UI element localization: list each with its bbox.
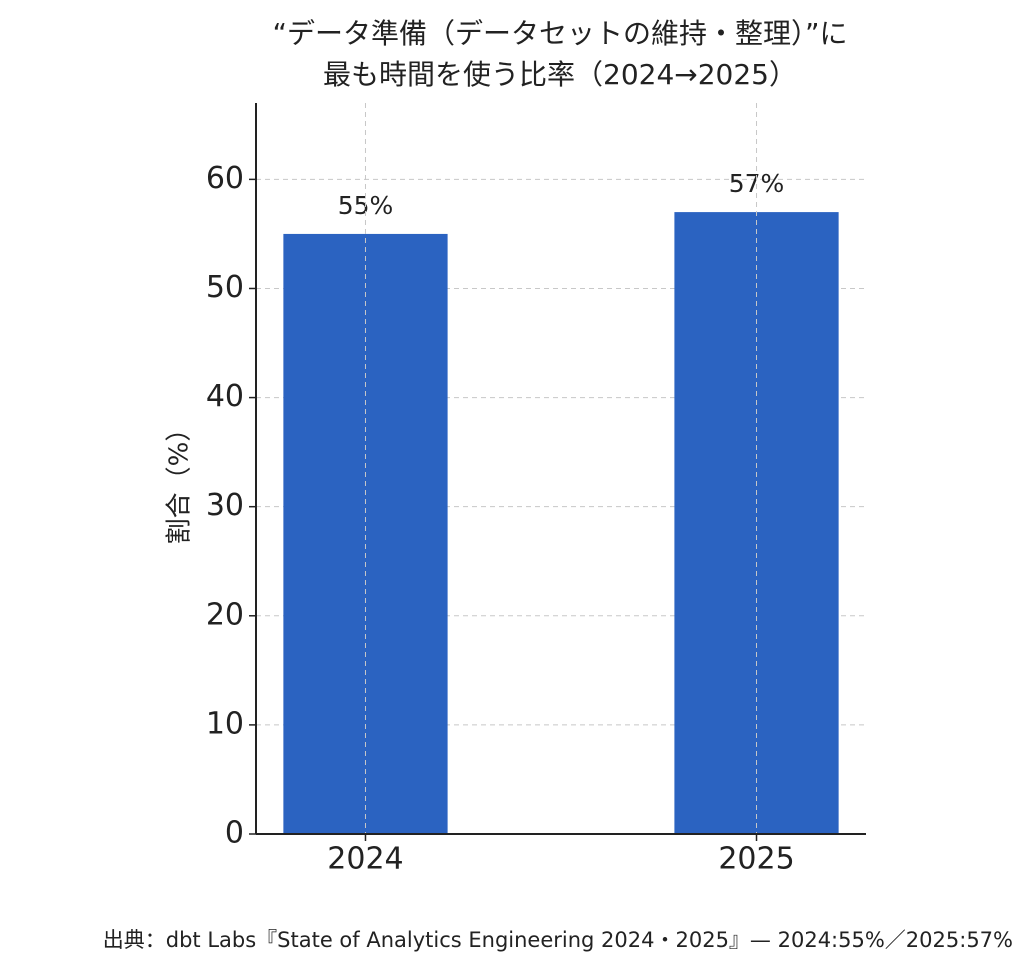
y-tick-label: 50 bbox=[206, 270, 244, 305]
y-tick-label: 10 bbox=[206, 706, 244, 741]
y-tick-label: 0 bbox=[225, 816, 244, 851]
y-tick-label: 30 bbox=[206, 488, 244, 523]
y-tick-label: 40 bbox=[206, 379, 244, 414]
source-note: 出典：dbt Labs『State of Analytics Engineeri… bbox=[103, 928, 1013, 952]
x-tick-label: 2024 bbox=[327, 842, 403, 877]
x-tick-label: 2025 bbox=[718, 842, 794, 877]
bar bbox=[674, 212, 839, 834]
y-tick-label: 60 bbox=[206, 161, 244, 196]
y-axis-label: 割合（%） bbox=[165, 416, 195, 545]
chart-title: 最も時間を使う比率（2024→2025） bbox=[323, 58, 797, 91]
chart-title: “データ準備（データセットの維持・整理）”に bbox=[272, 17, 847, 50]
y-tick-label: 20 bbox=[206, 597, 244, 632]
